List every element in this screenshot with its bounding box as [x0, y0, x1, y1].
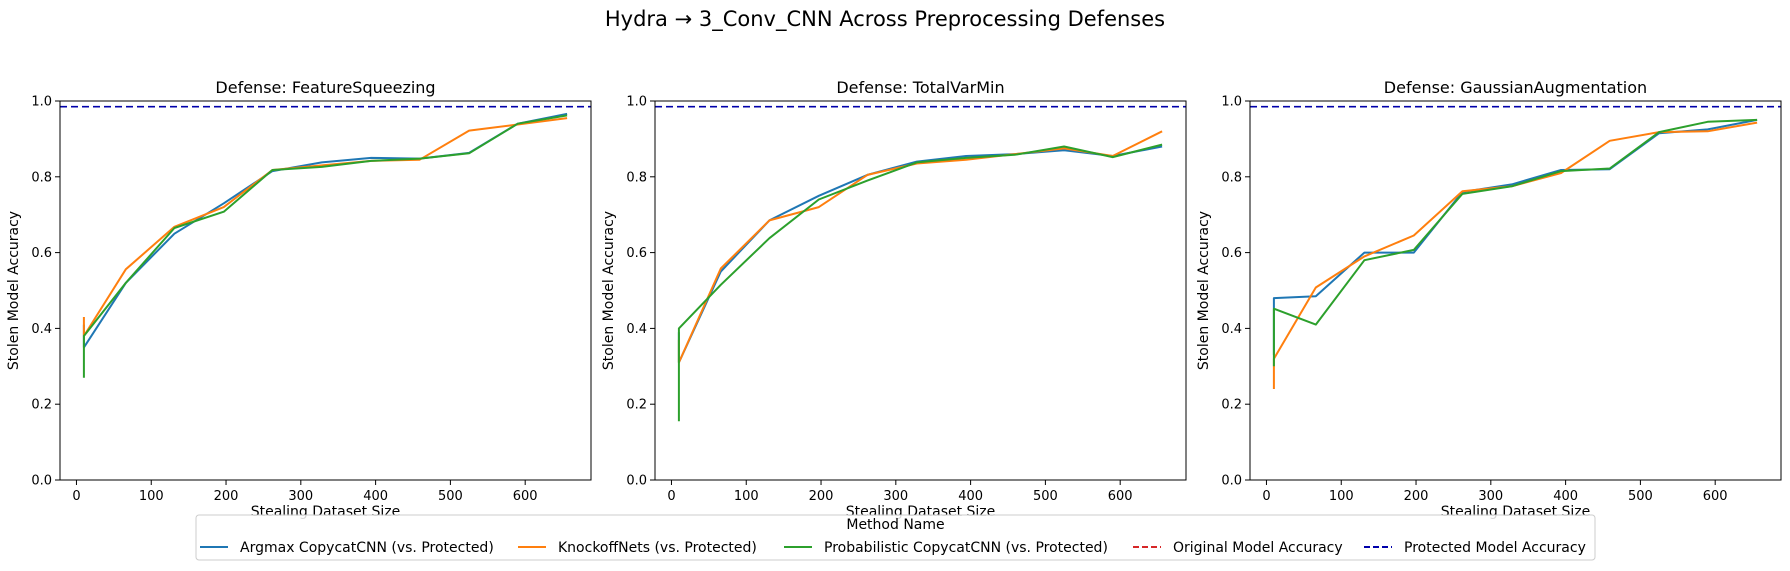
series-line-3: [1272, 118, 1758, 367]
y-tick-label: 0.6: [1221, 246, 1242, 261]
legend-entry-label: Original Model Accuracy: [1173, 540, 1343, 556]
subplot-title: Defense: FeatureSqueezing: [215, 78, 435, 97]
y-tick-label: 0.2: [626, 398, 647, 413]
legend-entry-label: Protected Model Accuracy: [1404, 540, 1586, 556]
x-tick-label: 500: [438, 489, 463, 504]
series-line-3: [677, 143, 1163, 422]
x-tick-label: 100: [1329, 489, 1354, 504]
y-axis-label: Stolen Model Accuracy: [1196, 211, 1212, 370]
subplots: Defense: FeatureSqueezing 0 100 200 300 400 50…: [6, 78, 1782, 520]
legend-box: [195, 514, 1596, 561]
y-tick-label: 0.0: [1221, 474, 1242, 489]
y-tick-label: 1.0: [1221, 95, 1242, 110]
subplot-title: Defense: TotalVarMin: [836, 78, 1004, 97]
x-tick-label: 600: [1108, 489, 1133, 504]
y-tick-label: 0.8: [626, 170, 647, 185]
legend: Method Name Argmax CopycatCNN (vs. Protec…: [195, 514, 1596, 561]
x-tick-label: 300: [1478, 489, 1503, 504]
x-tick-label: 600: [513, 489, 538, 504]
y-axis-label: Stolen Model Accuracy: [601, 211, 617, 370]
legend-entry-label: Argmax CopycatCNN (vs. Protected): [240, 540, 494, 556]
x-tick-label: 500: [1628, 489, 1653, 504]
y-tick-label: 0.2: [31, 398, 52, 413]
x-tick-label: 0: [667, 489, 675, 504]
subplot-2: Defense: TotalVarMin 0 100 200 300 400 500 600 0…: [601, 78, 1187, 520]
y-tick-label: 1.0: [626, 95, 647, 110]
x-tick-label: 300: [288, 489, 313, 504]
series-line-2: [1272, 121, 1758, 389]
y-tick-label: 0.6: [31, 246, 52, 261]
x-tick-label: 300: [883, 489, 908, 504]
series-line-3: [82, 114, 568, 378]
x-tick-label: 200: [214, 489, 239, 504]
x-tick-label: 400: [1553, 489, 1578, 504]
x-tick-label: 0: [72, 489, 80, 504]
y-tick-label: 0.0: [626, 474, 647, 489]
axes-frame: [1249, 100, 1782, 481]
y-tick-label: 0.6: [626, 246, 647, 261]
x-tick-label: 0: [1262, 489, 1270, 504]
legend-entry-label: KnockoffNets (vs. Protected): [558, 540, 757, 556]
axes-frame: [654, 100, 1187, 481]
figure-title: Hydra → 3_Conv_CNN Across Preprocessing …: [605, 7, 1165, 32]
y-tick-label: 0.4: [1221, 322, 1242, 337]
legend-entry-label: Probabilistic CopycatCNN (vs. Protected): [824, 540, 1108, 556]
axes-frame: [59, 100, 592, 481]
x-tick-label: 200: [1404, 489, 1429, 504]
y-tick-label: 0.2: [1221, 398, 1242, 413]
series-line-2: [82, 117, 568, 337]
x-tick-label: 100: [734, 489, 759, 504]
y-tick-label: 0.0: [31, 474, 52, 489]
y-tick-label: 0.4: [31, 322, 52, 337]
series-line-1: [82, 112, 568, 349]
y-tick-label: 0.8: [1221, 170, 1242, 185]
series-line-2: [677, 130, 1163, 364]
subplot-1: Defense: FeatureSqueezing 0 100 200 300 400 50…: [6, 78, 592, 520]
x-tick-label: 200: [809, 489, 834, 504]
y-tick-label: 0.4: [626, 322, 647, 337]
subplot-title: Defense: GaussianAugmentation: [1384, 78, 1647, 97]
x-tick-label: 500: [1033, 489, 1058, 504]
subplot-3: Defense: GaussianAugmentation 0 100 200 300 4…: [1196, 78, 1782, 520]
x-tick-label: 600: [1703, 489, 1728, 504]
y-axis-label: Stolen Model Accuracy: [6, 211, 22, 370]
x-tick-label: 400: [958, 489, 983, 504]
x-tick-label: 100: [139, 489, 164, 504]
legend-title: Method Name: [846, 517, 944, 533]
x-tick-label: 400: [363, 489, 388, 504]
y-tick-label: 0.8: [31, 170, 52, 185]
y-tick-label: 1.0: [31, 95, 52, 110]
series-line-1: [1272, 118, 1758, 355]
